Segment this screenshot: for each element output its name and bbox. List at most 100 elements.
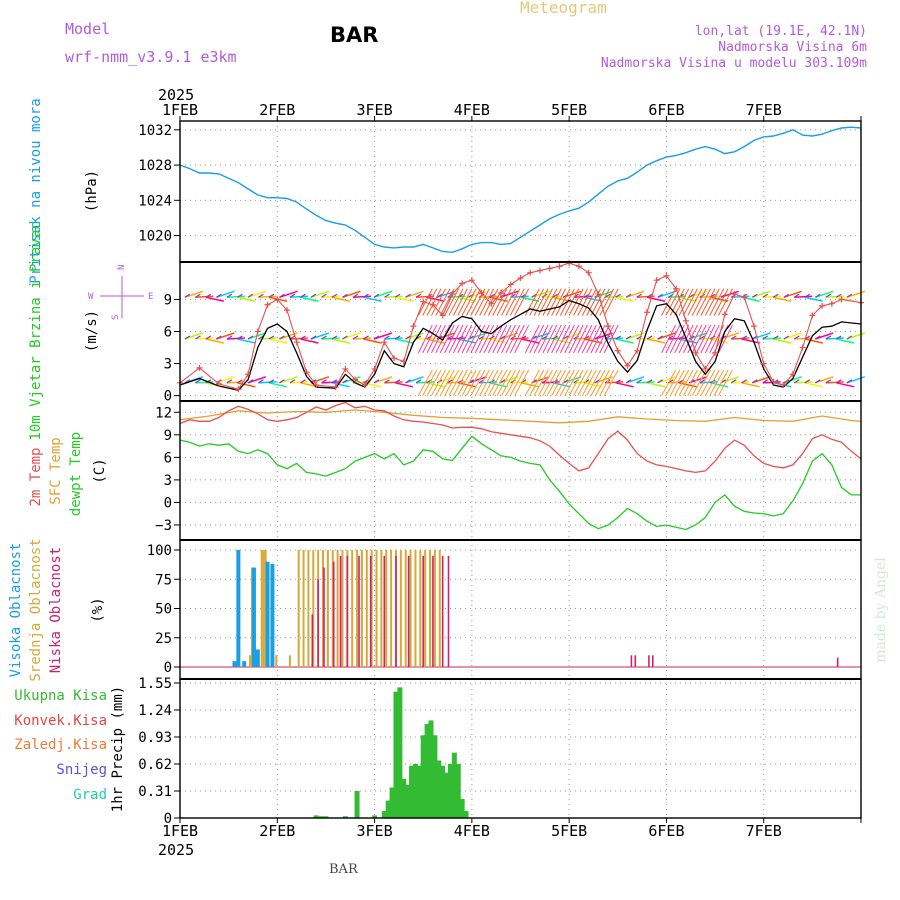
- wind-barb-tip: [384, 379, 390, 384]
- compass-south: S: [111, 315, 121, 320]
- gust-marker: [663, 272, 670, 279]
- wind-barb: [205, 296, 225, 303]
- gust-marker: [527, 269, 534, 276]
- wind-hatch: [444, 324, 460, 354]
- wind-barb: [384, 337, 403, 340]
- y-tick-label: 0.62: [138, 757, 172, 773]
- wind-barb: [657, 290, 676, 298]
- wind-barb-tip: [405, 293, 411, 298]
- wind-barb: [688, 332, 708, 340]
- wind-barb-tip: [321, 293, 327, 298]
- wind-hatch: [669, 369, 685, 396]
- gust-marker: [332, 384, 339, 391]
- gust-marker: [536, 267, 543, 274]
- low-cloud-bar: [317, 579, 319, 667]
- wind-barb: [794, 295, 813, 299]
- precip-bar: [354, 791, 360, 818]
- mid-cloud-bar: [331, 550, 334, 667]
- wind-hatch: [594, 288, 610, 316]
- gust-marker: [429, 301, 436, 308]
- wind-barb: [479, 337, 498, 340]
- mid-cloud-bar: [414, 550, 417, 667]
- y-tick-label: 0: [164, 660, 172, 676]
- wind-barb: [636, 337, 655, 340]
- gust-marker: [254, 328, 261, 335]
- wind-barb: [731, 381, 750, 384]
- wind-hatch: [665, 369, 681, 396]
- x-top-label: 6FEB: [648, 101, 684, 119]
- wind-barb: [615, 296, 634, 303]
- wind-barb: [573, 295, 592, 299]
- y-tick-label: 1032: [138, 123, 172, 139]
- wind-hatch: [687, 369, 703, 396]
- wind-barb: [542, 337, 561, 340]
- wind-barb: [520, 338, 540, 344]
- wind-barb: [594, 290, 613, 298]
- wind-barb: [195, 295, 214, 299]
- wind-barb: [510, 337, 529, 340]
- precip-bar: [432, 735, 438, 818]
- wind-hatch: [431, 288, 446, 316]
- wind-barb-tip: [846, 293, 853, 298]
- mid-cloud-bar: [356, 550, 359, 667]
- wind-barb: [479, 381, 498, 384]
- wind-barb-tip: [636, 293, 642, 298]
- wind-barb: [226, 295, 245, 299]
- gust-marker: [284, 307, 291, 314]
- wind-barb: [216, 332, 235, 340]
- altitude-label: Nadmorska Visina 6m: [718, 40, 867, 55]
- wind-barb-tip: [804, 293, 811, 298]
- wind-barb: [657, 376, 676, 384]
- wind-barb: [751, 376, 771, 384]
- x-bottom-label: 4FEB: [454, 822, 490, 840]
- precip-bar: [412, 764, 418, 818]
- wind-hatch: [466, 324, 481, 354]
- wind-hatch: [452, 288, 468, 316]
- wind-barb: [289, 295, 308, 299]
- wind-barb-tip: [657, 293, 663, 298]
- low-cloud-bar: [407, 555, 410, 667]
- wind-hatch: [678, 288, 694, 316]
- wind-barb: [216, 290, 235, 298]
- wind-barb: [226, 337, 245, 340]
- mid-cloud-label: Srednja Oblacnost: [28, 538, 44, 681]
- wind-hatch: [713, 288, 729, 316]
- panel-frame-3: [179, 400, 862, 541]
- low-cloud-bar: [346, 555, 349, 667]
- low-cloud-bar: [358, 555, 360, 667]
- precip-bar: [420, 735, 426, 818]
- wind-barb-tip: [688, 293, 695, 298]
- mid-cloud-bar: [360, 550, 363, 667]
- precip-bar: [323, 816, 329, 818]
- wind-hatch: [538, 324, 553, 354]
- wind-hatch: [709, 288, 725, 316]
- wind-barb-tip: [394, 293, 401, 298]
- wind-barb: [531, 332, 550, 340]
- gust-marker: [245, 371, 252, 378]
- precip-bar: [455, 764, 461, 818]
- wind-barb: [394, 382, 414, 388]
- wind-barb: [625, 376, 645, 384]
- mid-cloud-bar: [336, 550, 339, 667]
- wind-hatch: [452, 369, 468, 396]
- wind-hatch: [709, 369, 725, 396]
- x-bottom-label: 2FEB: [259, 822, 295, 840]
- wind-barb: [825, 381, 844, 384]
- y-tick-label: 0.31: [138, 784, 172, 800]
- wind-barb: [804, 296, 823, 303]
- gust-marker: [352, 376, 359, 383]
- compass-north: N: [117, 265, 127, 270]
- wind-hatch: [603, 288, 619, 316]
- wind-hatch: [524, 324, 540, 354]
- gust-marker: [566, 260, 573, 267]
- gust-marker: [439, 312, 446, 319]
- precip-unit: 1hr Precip (mm): [110, 686, 126, 812]
- wind-barb: [836, 338, 855, 344]
- wind-hatch: [586, 324, 602, 354]
- precip-bar: [436, 760, 442, 818]
- wind-hatch: [683, 369, 698, 396]
- wind-barb: [268, 338, 288, 344]
- wind-barb: [815, 290, 834, 298]
- precip-bar: [397, 687, 403, 818]
- pressure-title: Pritisak na nivou mora: [28, 98, 44, 283]
